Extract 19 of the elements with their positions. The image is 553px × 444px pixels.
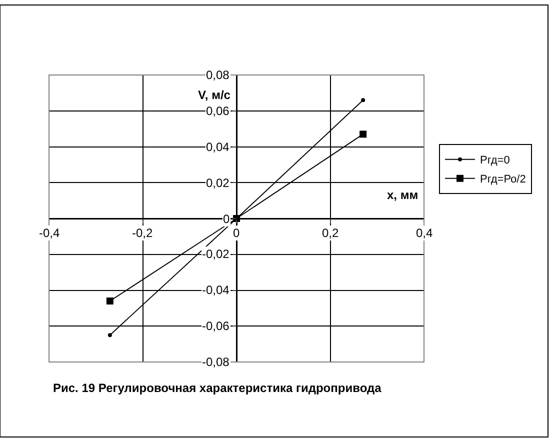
x-tick-label: -0,4 xyxy=(39,226,60,240)
y-tick-label: 0,02 xyxy=(206,176,230,190)
x-tick-label: 0 xyxy=(233,226,240,240)
legend-label: Ргд=Ро/2 xyxy=(480,174,526,186)
x-tick-label: -0,2 xyxy=(132,226,154,240)
legend-label: Ргд=0 xyxy=(480,154,510,167)
y-axis-title: V, м/с xyxy=(198,88,231,102)
text: Рис. 19 Регулировочная характеристика гидропривода xyxy=(53,381,382,395)
y-tick-label: -0,06 xyxy=(202,319,230,333)
y-tick-label: 0,04 xyxy=(206,140,230,154)
y-tick-label: 0 xyxy=(223,212,230,226)
y-tick-label: -0,02 xyxy=(202,247,230,261)
x-tick-label: 0,2 xyxy=(322,226,340,240)
y-tick-label: 0,06 xyxy=(206,104,230,118)
x-axis-title: x, мм xyxy=(387,188,418,202)
y-tick-label: -0,08 xyxy=(202,355,230,369)
y-tick-label: -0,04 xyxy=(202,283,230,297)
y-tick-label: 0,08 xyxy=(206,68,230,82)
x-tick-label: 0,4 xyxy=(416,226,434,240)
